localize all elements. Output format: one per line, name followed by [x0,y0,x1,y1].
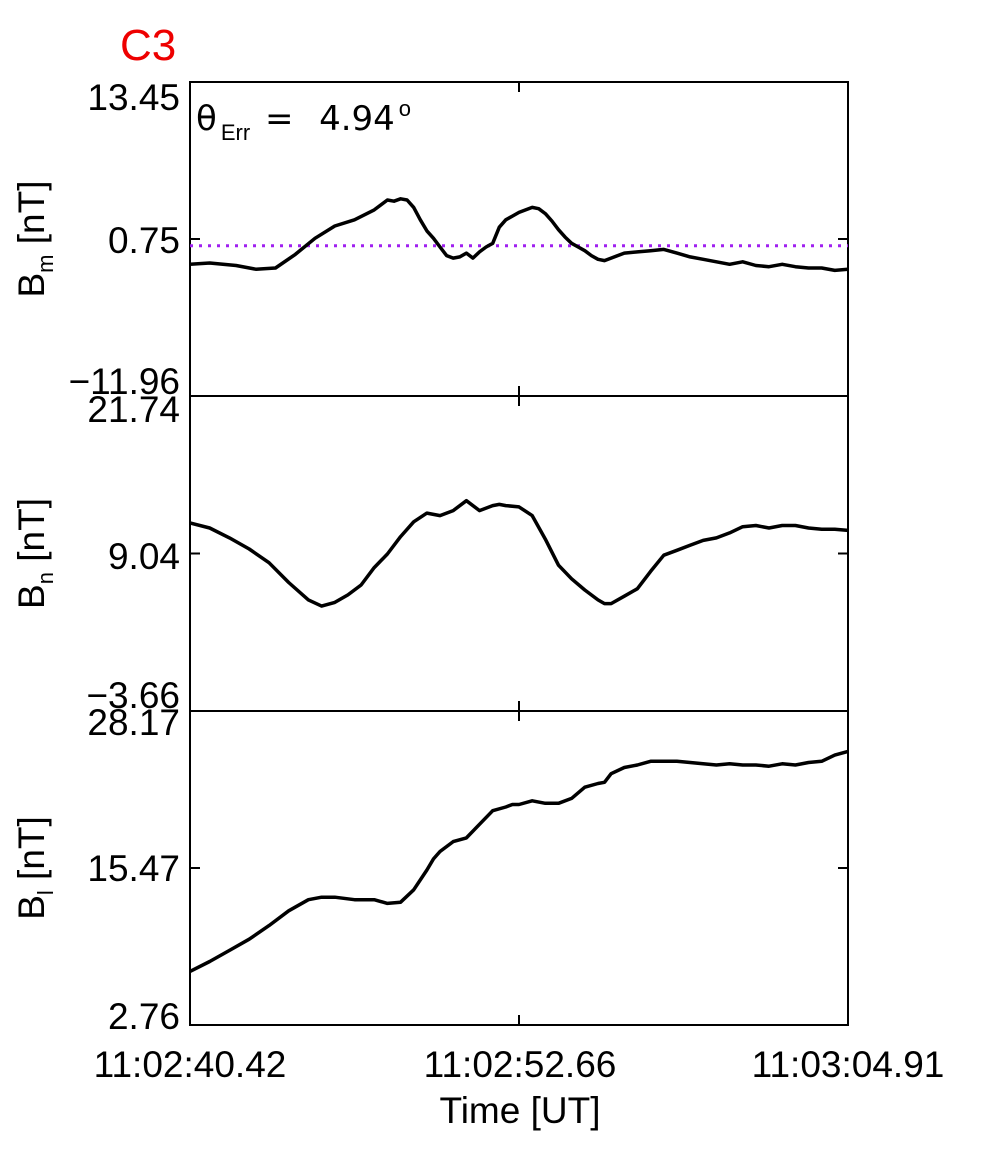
theta-value: 4.94 [319,99,395,139]
theta-symbol: θ [196,99,217,139]
y-axis-label-bl: Bl [nT] [11,816,58,920]
y-tick-label: 21.74 [87,389,180,430]
panel-bm: 13.45 0.75 −11.96 Bm [nT] [11,77,849,402]
panel-bl-frame [189,710,849,1026]
y-label-subscript: n [33,572,58,584]
y-label-main: B [11,895,52,920]
theta-subscript: Err [221,120,250,145]
x-axis-label: Time [UT] [439,1090,600,1131]
y-label-unit: [nT] [11,180,52,254]
y-tick-label: 9.04 [108,536,180,577]
theta-equals: = [254,99,315,139]
y-tick-label: 2.76 [108,996,180,1037]
series-line-bn [190,498,848,608]
panel-bl: 28.17 15.47 2.76 Bl [nT] [11,702,849,1037]
y-tick-label: 15.47 [87,848,180,889]
y-tick-label: 0.75 [108,220,180,261]
y-label-unit: [nT] [11,498,52,572]
y-tick-label: 28.17 [87,702,180,743]
figure-title: C3 [120,21,176,70]
series-line-bm [190,197,848,273]
x-tick-label: 11:02:40.42 [94,1044,287,1085]
y-label-main: B [11,584,52,609]
y-label-subscript: l [33,890,58,895]
series-line-bl [190,749,848,973]
x-tick-label: 11:03:04.91 [752,1044,945,1085]
y-label-unit: [nT] [11,816,52,890]
panel-bn-frame [189,395,849,712]
theta-err-annotation: θ Err = 4.94 o [196,96,411,145]
y-tick-label: −3.66 [86,675,180,716]
x-tick-label: 11:02:52.66 [424,1044,617,1085]
panel-bn: 21.74 9.04 −3.66 Bn [nT] [11,389,849,716]
y-label-subscript: m [33,255,58,273]
y-tick-label: −11.96 [69,361,180,402]
theta-degree: o [399,96,411,121]
y-tick-label: 13.45 [87,77,180,118]
y-axis-label-bn: Bn [nT] [11,498,58,609]
y-axis-label-bm: Bm [nT] [11,180,58,297]
y-label-main: B [11,273,52,298]
